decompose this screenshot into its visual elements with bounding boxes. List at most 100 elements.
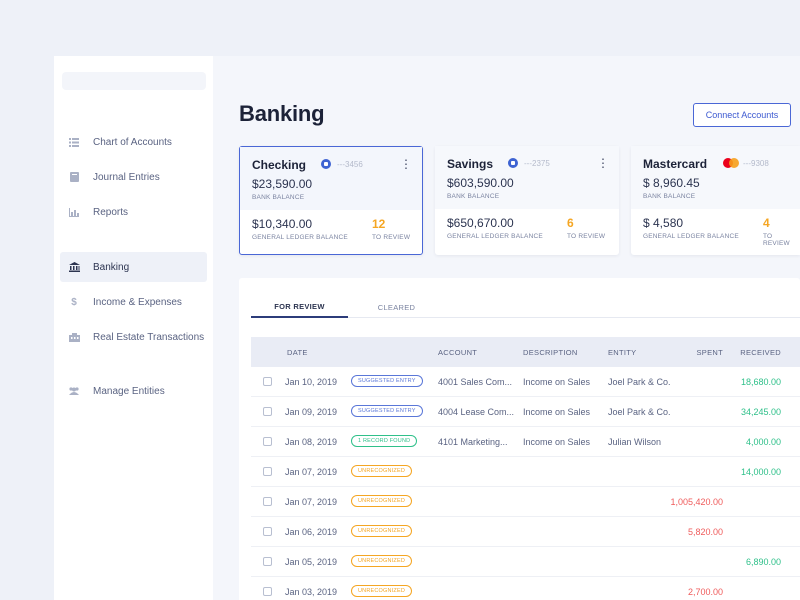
row-entity: Joel Park & Co. <box>608 377 671 387</box>
list-icon <box>68 136 80 148</box>
sidebar-item-reports[interactable]: Reports <box>60 197 207 227</box>
table-row[interactable]: Jan 08, 2019 4101 Marketing... Income on S… <box>251 427 800 457</box>
bank-balance-label: BANK BALANCE <box>447 193 500 200</box>
table-header: DATE ACCOUNT DESCRIPTION ENTITY SPENT RE… <box>251 337 800 367</box>
row-checkbox[interactable] <box>263 527 272 536</box>
sidebar-item-income-expenses[interactable]: $ Income & Expenses <box>60 287 207 317</box>
table-row[interactable]: Jan 07, 2019 14,000.00 UNRECOGNIZED <box>251 457 800 487</box>
sidebar-item-label: Chart of Accounts <box>93 136 172 148</box>
row-spent: 5,820.00 <box>687 527 723 537</box>
sidebar-item-label: Banking <box>93 261 130 273</box>
review-count: 6 <box>567 216 574 230</box>
building-icon <box>68 331 80 343</box>
account-card-checking[interactable]: Checking ---3456 ⋮ $23,590.00 BANK BALAN… <box>239 146 423 255</box>
table-row[interactable]: Jan 07, 2019 1,005,420.00 UNRECOGNIZED <box>251 487 800 517</box>
sidebar-item-manage-entities[interactable]: Manage Entities <box>60 376 207 406</box>
review-count: 12 <box>372 217 386 231</box>
row-checkbox[interactable] <box>263 587 272 596</box>
bank-balance: $ 8,960.45 <box>643 176 700 190</box>
bank-icon <box>68 261 80 273</box>
sidebar: Chart of Accounts Journal Entries Report… <box>54 56 213 600</box>
row-received: 6,890.00 <box>745 557 781 567</box>
tab-bar: FOR REVIEW CLEARED <box>251 296 800 318</box>
row-received: 18,680.00 <box>740 377 781 387</box>
dollar-icon: $ <box>71 296 77 308</box>
table-row[interactable]: Jan 03, 2019 2,700.00 UNRECOGNIZED <box>251 577 800 600</box>
row-account: 4101 Marketing... <box>438 437 508 447</box>
row-date: Jan 05, 2019 <box>285 557 338 567</box>
sidebar-item-label: Manage Entities <box>93 385 165 397</box>
row-checkbox[interactable] <box>263 557 272 566</box>
sidebar-item-chart-of-accounts[interactable]: Chart of Accounts <box>60 127 207 157</box>
column-header-received[interactable]: RECEIVED <box>740 348 781 357</box>
sidebar-item-real-estate-transactions[interactable]: Real Estate Transactions <box>60 322 207 352</box>
tab-cleared[interactable]: CLEARED <box>377 302 416 312</box>
more-options-icon[interactable]: ⋮ <box>597 156 609 170</box>
row-received: 4,000.00 <box>745 437 781 447</box>
column-header-account[interactable]: ACCOUNT <box>438 348 478 357</box>
sidebar-item-journal-entries[interactable]: Journal Entries <box>60 162 207 192</box>
column-header-date[interactable]: DATE <box>287 348 308 357</box>
column-header-entity[interactable]: ENTITY <box>608 348 637 357</box>
sidebar-search-placeholder[interactable] <box>62 72 206 90</box>
row-spent: 2,700.00 <box>687 587 723 597</box>
sidebar-item-label: Real Estate Transactions <box>93 331 205 343</box>
sidebar-item-banking[interactable]: Banking <box>60 252 207 282</box>
row-checkbox[interactable] <box>263 407 272 416</box>
review-label: TO REVIEW <box>567 233 606 240</box>
row-entity: Joel Park & Co. <box>608 407 671 417</box>
status-badge[interactable]: 1 RECORD FOUND <box>351 435 418 447</box>
table-row[interactable]: Jan 10, 2019 4001 Sales Com... Income on S… <box>251 367 800 397</box>
row-description: Income on Sales <box>523 437 591 447</box>
status-badge[interactable]: SUGGESTED ENTRY <box>351 405 423 417</box>
account-card-mastercard[interactable]: Mastercard ---9308 $ 8,960.45 BANK BALAN… <box>631 146 800 255</box>
review-count: 4 <box>763 216 770 230</box>
review-label: TO REVIEW <box>372 234 411 241</box>
row-received: 14,000.00 <box>740 467 781 477</box>
row-date: Jan 08, 2019 <box>285 437 338 447</box>
connect-accounts-button[interactable]: Connect Accounts <box>693 103 791 127</box>
row-date: Jan 10, 2019 <box>285 377 338 387</box>
row-checkbox[interactable] <box>263 467 272 476</box>
account-number: ---2375 <box>524 159 550 168</box>
status-badge[interactable]: UNRECOGNIZED <box>351 525 413 537</box>
row-description: Income on Sales <box>523 407 591 417</box>
more-options-icon[interactable]: ⋮ <box>400 157 412 171</box>
page-title: Banking <box>239 101 325 126</box>
main-content: Banking Connect Accounts Checking ---345… <box>213 56 800 600</box>
transactions-panel: FOR REVIEW CLEARED DATE ACCOUNT DESCRIPT… <box>239 278 800 600</box>
column-header-spent[interactable]: SPENT <box>696 348 723 357</box>
row-date: Jan 07, 2019 <box>285 467 338 477</box>
row-description: Income on Sales <box>523 377 591 387</box>
tab-for-review[interactable]: FOR REVIEW <box>251 296 348 318</box>
card-name: Checking <box>252 158 307 172</box>
column-header-description[interactable]: DESCRIPTION <box>523 348 578 357</box>
row-checkbox[interactable] <box>263 377 272 386</box>
gl-balance: $650,670.00 <box>447 216 514 230</box>
status-badge[interactable]: UNRECOGNIZED <box>351 555 413 567</box>
table-row[interactable]: Jan 05, 2019 6,890.00 UNRECOGNIZED <box>251 547 800 577</box>
row-account: 4004 Lease Com... <box>438 407 515 417</box>
table-row[interactable]: Jan 09, 2019 4004 Lease Com... Income on S… <box>251 397 800 427</box>
card-name: Savings <box>447 157 494 171</box>
gl-balance: $ 4,580 <box>643 216 684 230</box>
table-row[interactable]: Jan 06, 2019 5,820.00 UNRECOGNIZED <box>251 517 800 547</box>
mastercard-logo-icon <box>723 158 739 168</box>
gl-balance-label: GENERAL LEDGER BALANCE <box>252 234 348 241</box>
gl-balance-label: GENERAL LEDGER BALANCE <box>643 233 739 240</box>
row-account: 4001 Sales Com... <box>438 377 513 387</box>
account-card-savings[interactable]: Savings ---2375 ⋮ $603,590.00 BANK BALAN… <box>435 146 619 255</box>
gl-balance-label: GENERAL LEDGER BALANCE <box>447 233 543 240</box>
sidebar-item-label: Journal Entries <box>93 171 160 183</box>
status-badge[interactable]: SUGGESTED ENTRY <box>351 375 423 387</box>
row-date: Jan 07, 2019 <box>285 497 338 507</box>
status-badge[interactable]: UNRECOGNIZED <box>351 495 413 507</box>
bank-balance-label: BANK BALANCE <box>643 193 696 200</box>
status-badge[interactable]: UNRECOGNIZED <box>351 465 413 477</box>
status-badge[interactable]: UNRECOGNIZED <box>351 585 413 597</box>
row-date: Jan 03, 2019 <box>285 587 338 597</box>
sidebar-item-label: Reports <box>93 206 129 218</box>
row-checkbox[interactable] <box>263 497 272 506</box>
row-checkbox[interactable] <box>263 437 272 446</box>
review-label: TO REVIEW <box>763 233 790 247</box>
